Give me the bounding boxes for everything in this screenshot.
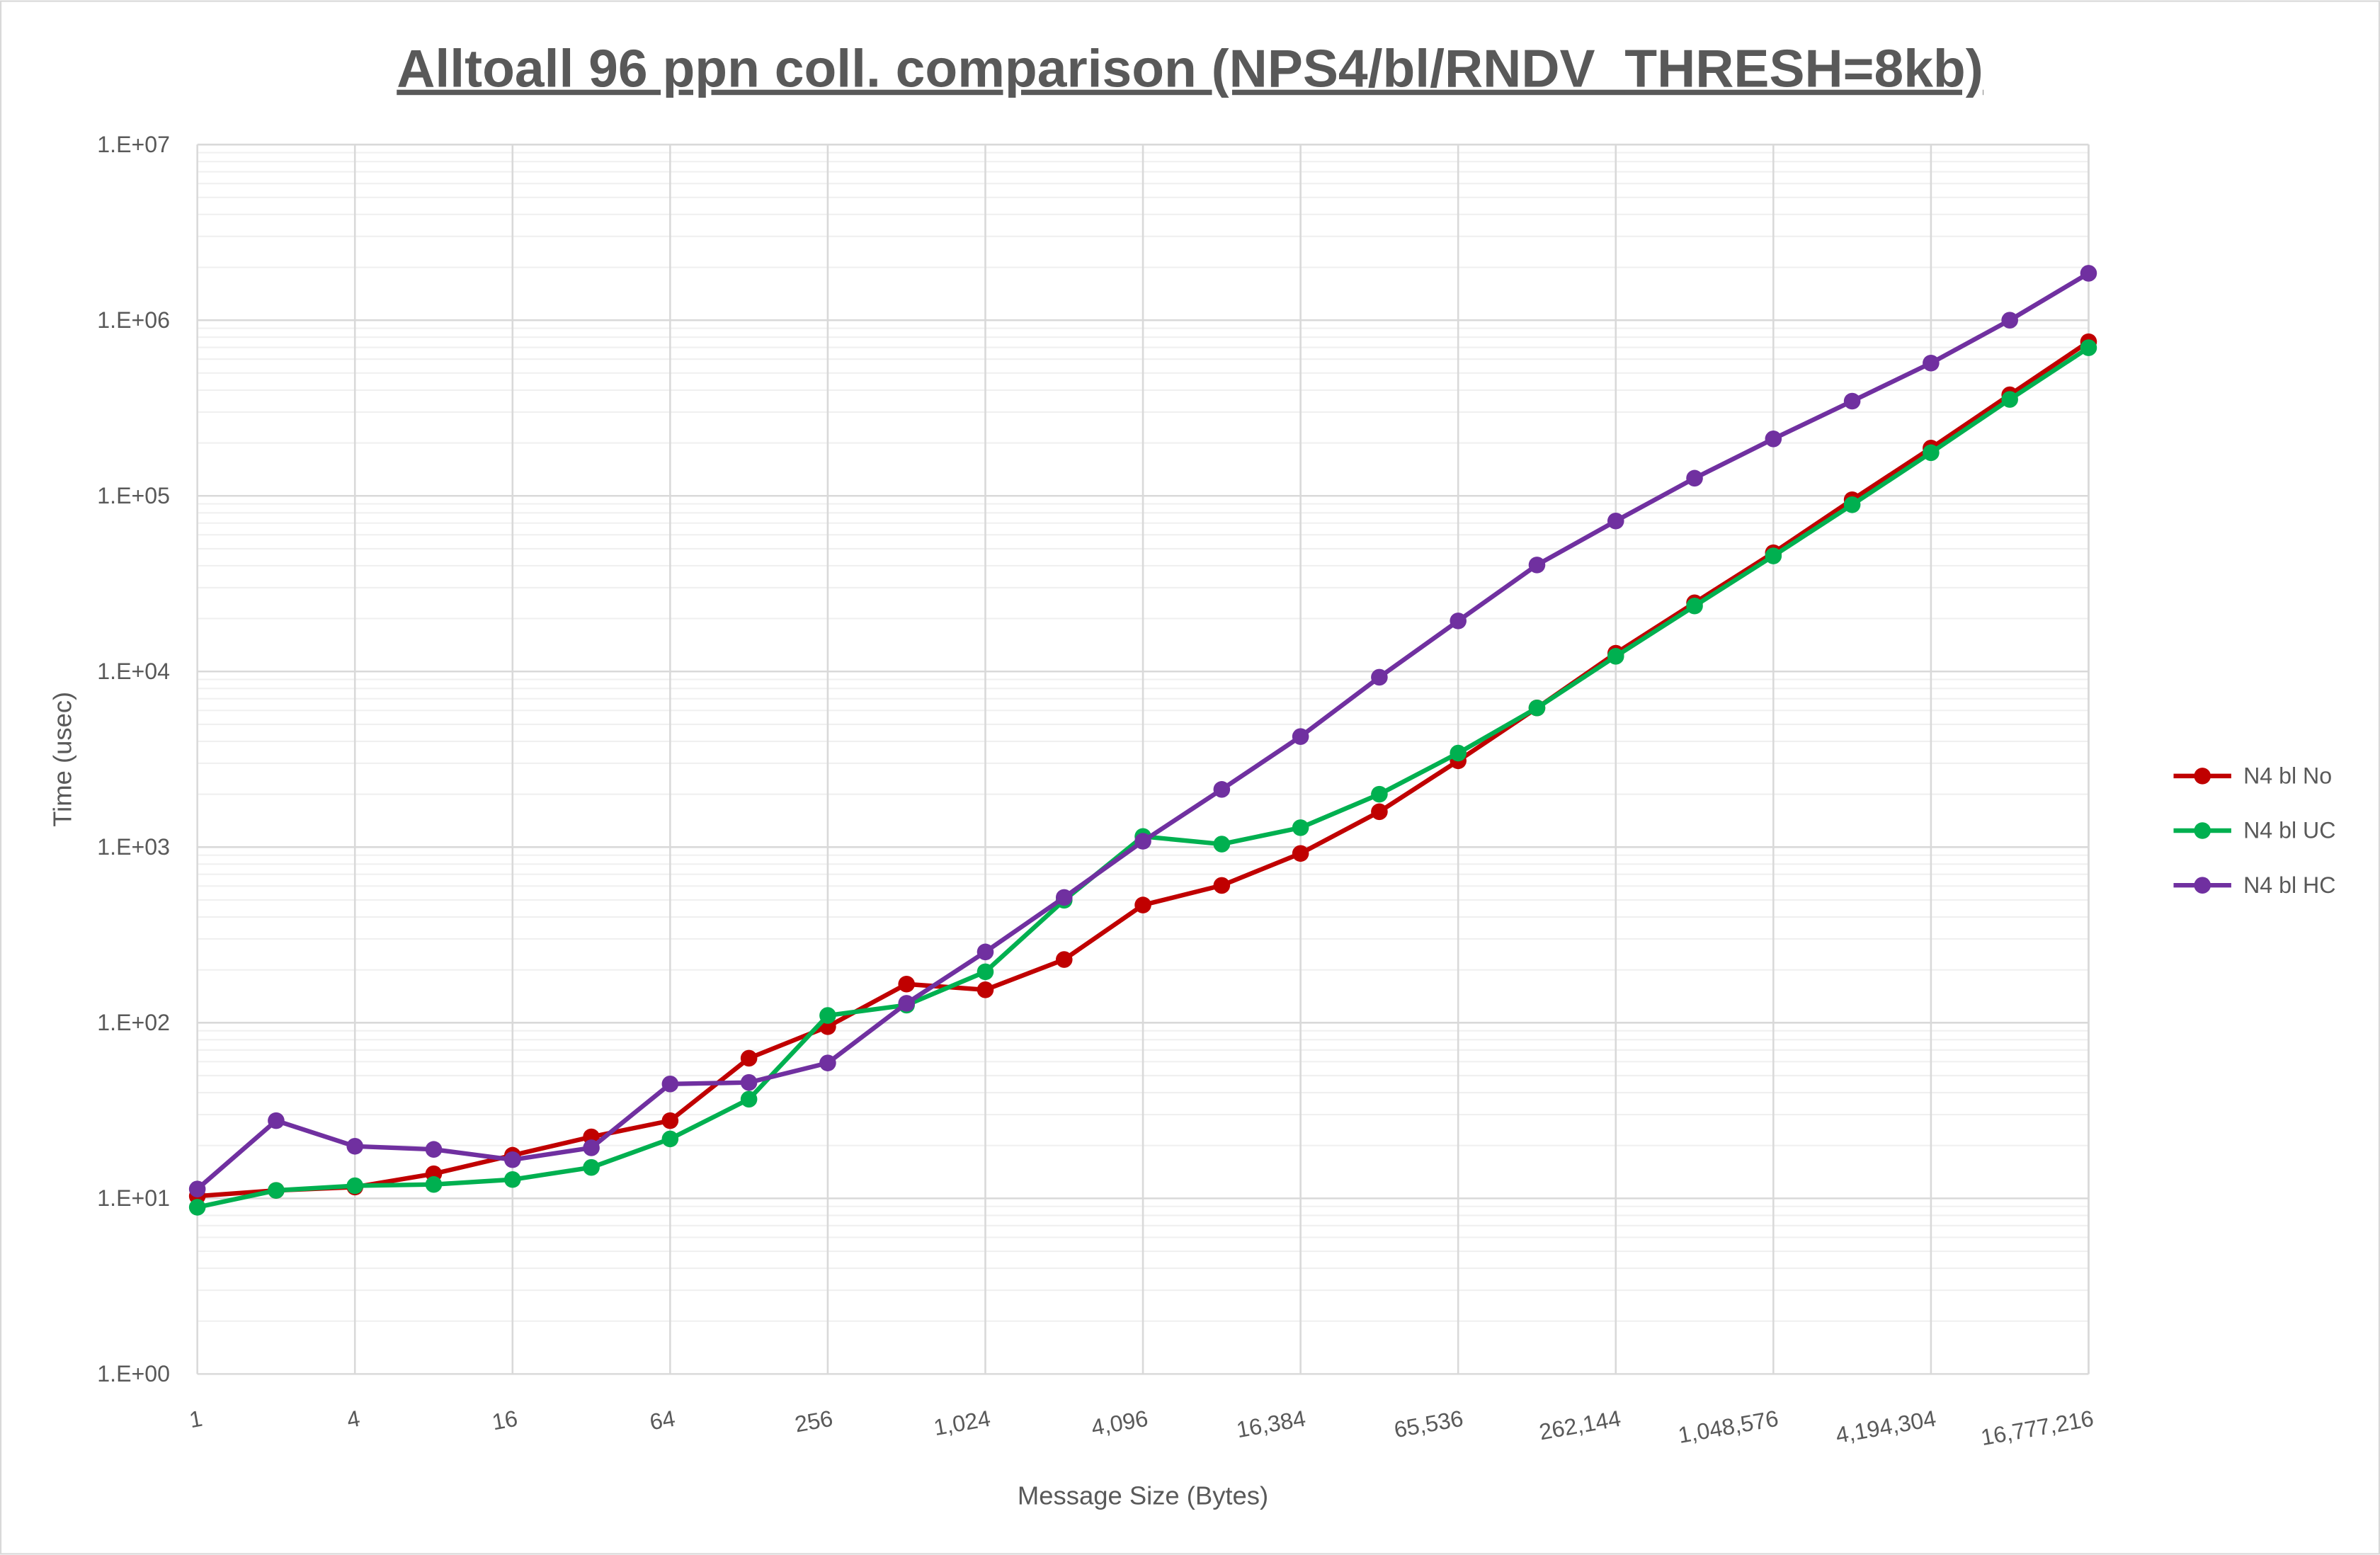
x-tick-label: 4 — [345, 1406, 362, 1433]
y-tick-label: 1.E+07 — [97, 132, 170, 157]
y-tick-label: 1.E+06 — [97, 307, 170, 333]
data-point — [1450, 613, 1467, 630]
data-point — [1450, 744, 1467, 762]
data-point — [740, 1090, 758, 1108]
data-point — [503, 1151, 521, 1168]
data-point — [346, 1137, 364, 1155]
data-point — [1292, 728, 1309, 745]
data-point — [977, 943, 994, 961]
data-point — [583, 1139, 600, 1156]
legend: N4 bl No N4 bl UC N4 bl HC — [2173, 763, 2335, 898]
y-tick-label: 1.E+03 — [97, 834, 170, 860]
legend-marker — [2194, 822, 2211, 839]
series-n4-bl-hc — [188, 265, 2097, 1197]
y-tick-label: 1.E+01 — [97, 1185, 170, 1211]
data-point — [425, 1175, 443, 1193]
data-point — [740, 1049, 758, 1067]
data-point — [1292, 845, 1309, 862]
y-tick-label: 1.E+05 — [97, 483, 170, 508]
data-point — [661, 1130, 679, 1148]
y-axis-ticks: 1.E+00 1.E+01 1.E+02 1.E+03 1.E+04 1.E+05 1.E+… — [97, 132, 170, 1386]
data-point — [1686, 469, 1703, 487]
data-point — [2080, 265, 2097, 282]
data-point — [819, 1054, 836, 1071]
y-tick-label: 1.E+04 — [97, 659, 170, 684]
y-tick-label: 1.E+02 — [97, 1010, 170, 1035]
legend-label: N4 bl UC — [2243, 818, 2335, 843]
data-point — [661, 1112, 679, 1129]
data-point — [1843, 496, 1861, 513]
data-point — [1213, 836, 1231, 853]
data-point — [1528, 557, 1546, 574]
data-point — [346, 1177, 364, 1195]
data-point — [2080, 339, 2097, 356]
data-point — [1213, 781, 1231, 798]
data-point — [1371, 668, 1388, 686]
data-point — [1923, 444, 1940, 462]
data-point — [740, 1073, 758, 1091]
y-axis-label: Time (usec) — [48, 692, 77, 827]
data-point — [1055, 889, 1073, 906]
legend-item: N4 bl HC — [2173, 872, 2335, 898]
legend-item: N4 bl UC — [2173, 818, 2335, 843]
data-point — [1765, 431, 1782, 448]
gridlines — [196, 143, 2090, 1375]
data-point — [268, 1182, 285, 1199]
data-point — [977, 963, 994, 981]
data-point — [1134, 896, 1151, 913]
data-point — [188, 1180, 206, 1197]
data-point — [898, 975, 915, 993]
data-point — [2001, 391, 2018, 408]
data-point — [898, 995, 915, 1012]
data-point — [188, 1199, 206, 1216]
legend-item: N4 bl No — [2173, 763, 2332, 789]
chart-title: Alltoall 96 ppn coll. comparison (NPS4/b… — [397, 39, 1983, 98]
y-tick-label: 1.E+00 — [97, 1361, 170, 1386]
data-point — [1765, 547, 1782, 564]
data-point — [1292, 819, 1309, 836]
data-point — [1055, 951, 1073, 968]
x-tick-label: 64 — [648, 1406, 677, 1435]
data-point — [1134, 833, 1151, 850]
data-point — [583, 1158, 600, 1176]
data-point — [1607, 512, 1624, 530]
series-group — [188, 265, 2097, 1216]
data-point — [1371, 785, 1388, 803]
legend-label: N4 bl HC — [2243, 872, 2335, 898]
data-point — [1607, 648, 1624, 665]
data-point — [1213, 877, 1231, 894]
x-tick-label: 1 — [188, 1406, 205, 1433]
x-axis-label: Message Size (Bytes) — [1018, 1481, 1268, 1510]
data-point — [1371, 803, 1388, 821]
data-point — [425, 1141, 443, 1158]
data-point — [1686, 597, 1703, 615]
data-point — [977, 981, 994, 998]
data-point — [2001, 312, 2018, 329]
data-point — [1528, 699, 1546, 717]
data-point — [819, 1007, 836, 1024]
legend-label: N4 bl No — [2243, 763, 2332, 789]
legend-marker — [2194, 768, 2211, 785]
data-point — [1923, 354, 1940, 372]
data-point — [661, 1076, 679, 1093]
data-point — [503, 1170, 521, 1188]
legend-marker — [2194, 877, 2211, 894]
data-point — [1843, 392, 1861, 410]
x-tick-label: 16 — [490, 1406, 519, 1435]
data-point — [268, 1112, 285, 1129]
